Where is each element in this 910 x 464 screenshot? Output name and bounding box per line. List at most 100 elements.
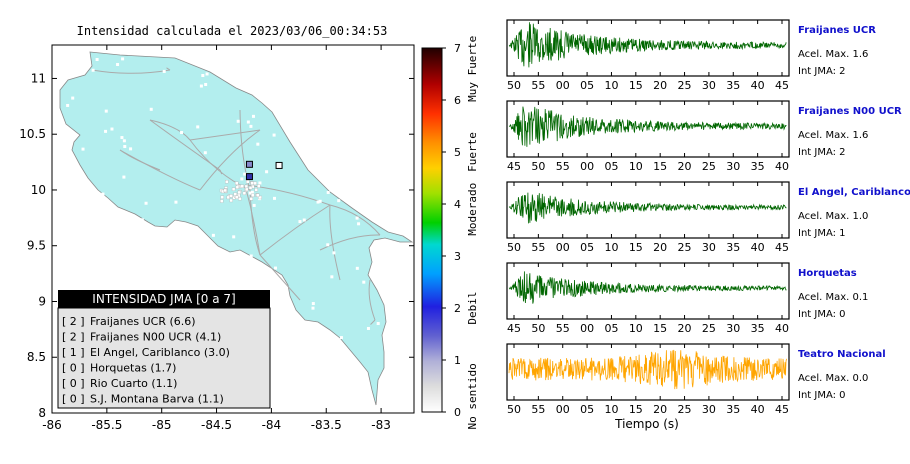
max-acceleration: Acel. Max. 1.0 [798,211,868,222]
town-dot [121,57,125,61]
road-line [259,254,301,301]
map-y-tick-label: 8 [38,406,46,420]
legend-item-level: [ 0 ] [62,377,85,390]
jma-intensity: Int JMA: 0 [798,309,846,320]
town-dot [366,326,370,330]
station-name: El Angel, Cariblanco [798,187,910,198]
time-tick-label: 35 [751,160,765,173]
time-tick-label: 45 [507,160,521,173]
time-tick-label: 15 [629,241,643,254]
waveform-panel: 50 55 00 05 10 15 20 25 30 35 40 45 Fraijanes UCR Ace… [506,19,876,92]
time-tick-label: 35 [726,403,740,416]
town-dot [237,190,241,195]
map-y-tick-label: 10.5 [19,127,46,141]
town-dot [235,195,239,199]
time-tick-label: 55 [531,79,545,92]
town-dot [258,181,262,185]
town-dot [81,147,85,151]
town-dot [101,192,105,196]
town-dot [326,243,330,247]
road-line [259,204,331,256]
town-dot [237,193,241,198]
colorbar: 0 1 2 3 4 5 6 7 No sentido Debil Moderado Fuerte Mu… [421,36,479,430]
map-y-axis: 11 10.5 10 9.5 9 8.5 8 [19,71,414,420]
town-dot [376,322,380,326]
town-dot [316,200,320,204]
town-dot [229,194,233,198]
waveform-trace [508,349,787,390]
road-line [368,279,376,321]
town-dot [337,199,341,203]
waveform-trace [508,22,787,68]
time-tick-label: 10 [604,403,618,416]
colorbar-tick-label: 0 [454,406,461,419]
station-name: Fraijanes N00 UCR [798,106,902,117]
time-tick-label: 25 [702,322,716,335]
town-dot [357,222,361,226]
road-line [119,149,201,191]
time-tick-label: 00 [556,403,570,416]
waveform-panels: 50 55 00 05 10 15 20 25 30 35 40 45 Fraijanes UCR Ace… [506,19,910,416]
town-dot [249,124,253,128]
town-dot [203,151,207,155]
time-tick-label: 10 [604,241,618,254]
town-dot [233,192,237,196]
time-tick-label: 55 [556,160,570,173]
colorbar-intensity-label: Debil [466,291,479,324]
town-dot [123,145,127,149]
time-tick-label: 45 [775,79,789,92]
map-x-tick-label: -86 [42,418,62,432]
legend-item-label: S.J. Montana Barva (1.1) [90,393,224,406]
town-dot [330,275,334,279]
colorbar-labels: No sentido Debil Moderado Fuerte Muy Fuerte [466,36,479,430]
town-dot [144,201,148,205]
waveform-panel: 50 55 00 05 10 15 20 25 30 35 40 45 Teatro Nacional A… [506,343,886,416]
town-dot [242,191,247,195]
town-dot [256,193,260,197]
town-dot [211,233,215,237]
roads [91,67,381,325]
road-line [319,234,381,251]
time-tick-label: 50 [507,79,521,92]
town-dot [116,63,120,67]
legend-item-level: [ 1 ] [62,346,85,359]
time-tick-label: 05 [580,79,594,92]
town-dot [204,82,208,86]
town-dot [229,198,233,203]
time-tick-label: 40 [751,241,765,254]
time-tick-label: 25 [678,79,692,92]
max-acceleration: Acel. Max. 1.6 [798,49,868,60]
map-x-tick-label: -83 [371,418,391,432]
town-dot [298,220,302,224]
town-dot [91,68,95,72]
jma-intensity: Int JMA: 2 [798,147,846,158]
legend-item-level: [ 2 ] [62,315,85,328]
colorbar-tick-label: 4 [454,198,461,211]
stations [245,160,283,181]
time-tick-label: 40 [775,322,789,335]
town-dot [104,129,108,133]
jma-intensity: Int JMA: 0 [798,390,846,401]
map-y-tick-label: 8.5 [27,350,46,364]
town-dot [129,147,133,151]
town-dot [73,166,77,170]
station-name: Teatro Nacional [798,349,886,360]
town-dot [249,197,254,201]
time-tick-label: 25 [678,403,692,416]
road-line [149,119,221,171]
town-dot [240,184,244,188]
road-line [370,319,376,325]
town-dot [220,195,224,199]
time-tick-label: 35 [751,322,765,335]
max-acceleration: Acel. Max. 0.0 [798,373,868,384]
map-x-tick-label: -85.5 [91,418,122,432]
time-tick-label: 55 [531,403,545,416]
road-line [219,169,223,175]
station-marker [245,173,253,181]
waveform-frame [506,343,790,401]
time-tick-label: 10 [629,322,643,335]
time-tick-label: 10 [629,160,643,173]
map-y-tick-label: 10 [31,183,46,197]
